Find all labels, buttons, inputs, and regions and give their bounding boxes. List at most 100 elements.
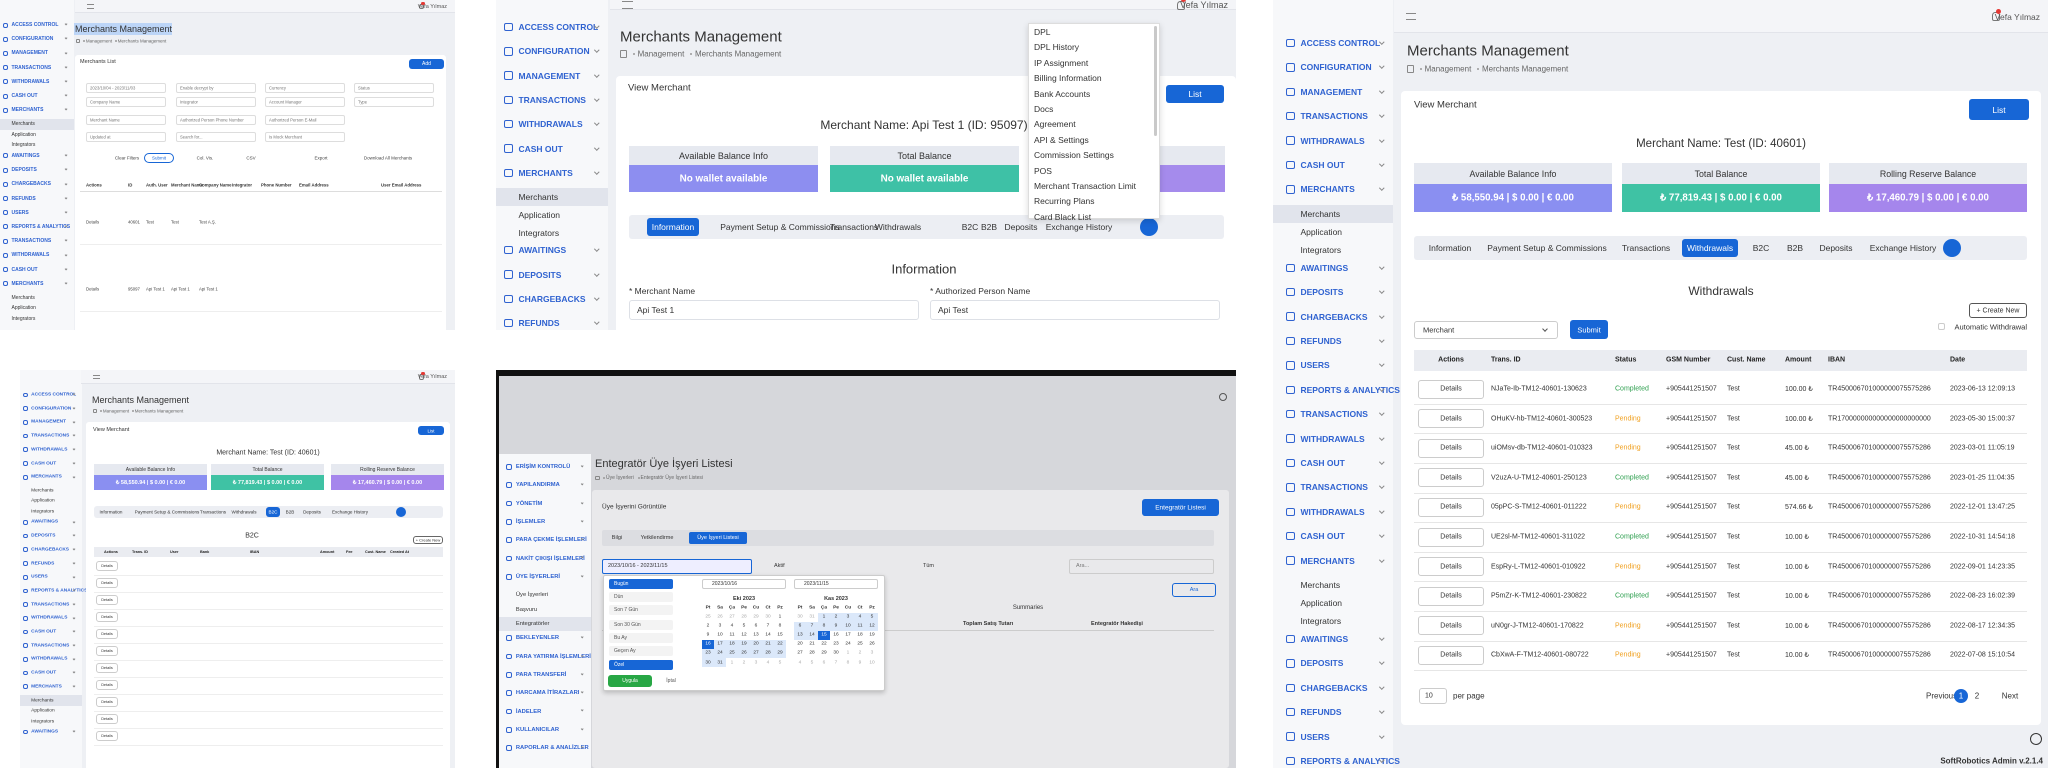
submenu-item[interactable]: Merchants <box>518 192 559 203</box>
menu-item[interactable]: MERCHANTS <box>1300 555 1355 566</box>
range-label[interactable]: Özel <box>614 662 625 668</box>
menu-item[interactable]: CONFIGURATION <box>1300 62 1372 73</box>
submenu-item[interactable]: Application <box>31 708 55 714</box>
date-range[interactable]: 2023/10/16 - 2023/11/15 <box>608 563 668 569</box>
day[interactable]: 24 <box>845 641 851 647</box>
day[interactable]: 6 <box>754 623 758 629</box>
tab[interactable]: Payment Setup & Commissions <box>1487 243 1607 253</box>
select-value[interactable]: Merchant <box>1423 325 1455 335</box>
day[interactable]: 3 <box>754 660 758 665</box>
submenu-item[interactable]: Application <box>1300 598 1343 608</box>
dropdown-item[interactable]: Commission Settings <box>1034 150 1114 161</box>
filter-placeholder[interactable]: Is Mock Merchant <box>269 134 303 140</box>
submenu-item[interactable]: Application <box>31 498 55 504</box>
day[interactable]: 17 <box>845 632 851 638</box>
user-name[interactable]: Vefa Yılmaz <box>417 3 447 10</box>
dropdown-item[interactable]: DPL History <box>1034 42 1080 53</box>
tab[interactable]: Information <box>99 509 123 515</box>
submenu-item[interactable]: Integrators <box>11 315 36 322</box>
range-option[interactable] <box>609 646 673 656</box>
day[interactable]: 8 <box>822 623 826 629</box>
menu-item[interactable]: DEPOSITS <box>518 269 562 280</box>
date-input[interactable] <box>602 559 752 574</box>
menu-item[interactable]: MERCHANTS <box>1300 184 1355 195</box>
dropdown-item[interactable]: Card Black List <box>1034 211 1092 222</box>
page-size[interactable]: 10 <box>1425 692 1433 700</box>
menu-item[interactable]: ACCESS CONTROL <box>11 22 59 28</box>
submenu-item[interactable]: Entegratörler <box>515 620 550 627</box>
day[interactable]: 12 <box>741 632 747 638</box>
day[interactable]: 2 <box>706 623 710 629</box>
submenu-item[interactable]: Üye İşyerleri <box>515 592 549 599</box>
breadcrumb-item[interactable]: Entegratör Üye İşyeri Listesi <box>640 475 704 481</box>
menu-item[interactable]: DEPOSITS <box>31 533 56 539</box>
menu-item[interactable]: WITHDRAWALS <box>1300 506 1365 517</box>
menu-item[interactable]: CASH OUT <box>31 629 57 635</box>
menu-item[interactable]: AWAITINGS <box>11 152 40 159</box>
integrator-list-button[interactable] <box>1142 499 1219 516</box>
range-label[interactable]: Bu Ay <box>614 635 627 641</box>
details-button-label[interactable]: Details <box>1440 415 1462 423</box>
day[interactable]: 27 <box>729 614 735 620</box>
tab[interactable]: Transactions <box>199 509 227 515</box>
day[interactable]: 27 <box>797 650 803 656</box>
details-button[interactable] <box>1418 527 1484 547</box>
list-button[interactable] <box>418 426 444 435</box>
submenu-item[interactable]: Merchants <box>31 698 54 703</box>
tab[interactable]: Information <box>651 222 695 232</box>
filter-button[interactable]: Col. Vis. <box>196 155 214 161</box>
tab[interactable]: Transactions <box>829 222 879 232</box>
field-value[interactable]: Api Test <box>938 305 969 315</box>
day[interactable]: 23 <box>705 650 711 656</box>
menu-item[interactable]: WITHDRAWALS <box>11 252 50 259</box>
menu-item[interactable]: WITHDRAWALS <box>1300 135 1365 146</box>
day[interactable]: 10 <box>869 660 875 665</box>
menu-item[interactable]: PARA ÇEKME İŞLEMLERİ <box>515 537 587 544</box>
pagination-item[interactable]: Next <box>2001 691 2019 701</box>
day[interactable]: 1 <box>846 650 850 656</box>
submenu-item[interactable]: Application <box>11 131 36 138</box>
tab[interactable]: B2B <box>285 509 295 515</box>
type-select[interactable]: Tüm <box>923 563 934 569</box>
day[interactable]: 13 <box>797 632 803 638</box>
apply-button-label[interactable]: Uygula <box>622 678 638 684</box>
submenu-item[interactable]: Başvuru <box>515 606 538 613</box>
submenu-item[interactable]: Integrators <box>518 227 560 238</box>
menu-item[interactable]: MERCHANTS <box>518 167 573 178</box>
menu-item[interactable]: WITHDRAWALS <box>518 119 583 130</box>
filter-placeholder[interactable]: Integrator <box>180 99 198 105</box>
submenu-item[interactable]: Merchants <box>1300 580 1341 590</box>
details-button[interactable] <box>1418 438 1484 458</box>
details-button[interactable] <box>96 629 118 639</box>
day[interactable]: 21 <box>765 641 771 647</box>
day[interactable]: 3 <box>846 614 850 620</box>
menu-item[interactable]: USERS <box>1300 731 1330 742</box>
menu-item[interactable]: REFUNDS <box>31 561 55 566</box>
details-button[interactable] <box>1418 616 1484 636</box>
filter-button[interactable]: Submit <box>151 155 167 161</box>
close-button[interactable] <box>1219 393 1227 401</box>
status-select[interactable]: Aktif <box>774 563 785 569</box>
details-button[interactable] <box>1418 379 1484 399</box>
day[interactable]: 30 <box>705 660 711 665</box>
menu-item[interactable]: MANAGEMENT <box>518 70 581 81</box>
day[interactable]: 2 <box>742 660 746 665</box>
menu-item[interactable]: MERCHANTS <box>31 684 62 690</box>
filter-button[interactable]: Download All Merchants <box>363 155 413 161</box>
details-button-label[interactable]: Details <box>1440 444 1462 452</box>
dropdown-item[interactable]: API & Settings <box>1034 134 1089 145</box>
auto-withdrawal-label[interactable]: Automatic Withdrawal <box>1954 322 2027 332</box>
merchant-select[interactable] <box>1414 321 1558 339</box>
day[interactable]: 19 <box>741 641 747 647</box>
dropdown-item[interactable]: Agreement <box>1034 119 1076 130</box>
day[interactable]: 4 <box>766 660 770 665</box>
dropdown-item[interactable]: POS <box>1034 165 1052 176</box>
menu-item[interactable]: REPORTS & ANALYTICS <box>1300 756 1400 766</box>
day[interactable]: 12 <box>869 623 875 629</box>
dropdown-item[interactable]: Billing Information <box>1034 73 1102 84</box>
filter-placeholder[interactable]: Authorized Person Phone Number <box>180 117 244 123</box>
submenu-item[interactable]: Merchants <box>31 488 54 494</box>
menu-item[interactable]: KULLANICILAR <box>515 726 560 733</box>
search-placeholder[interactable]: Ara... <box>1076 563 1090 569</box>
menu-item[interactable]: CASH OUT <box>1300 458 1345 468</box>
